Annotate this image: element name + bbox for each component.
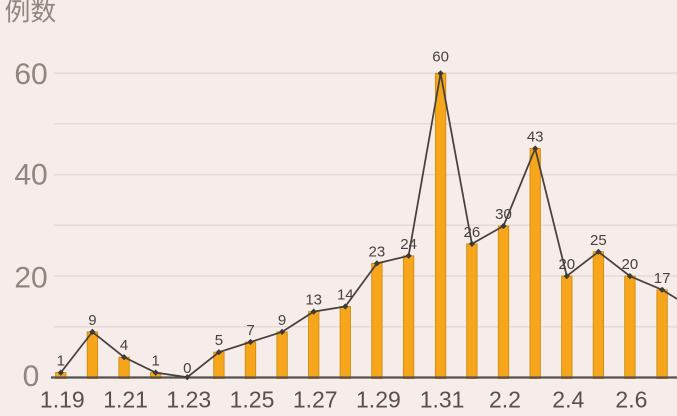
- svg-text:20: 20: [14, 261, 47, 294]
- svg-text:60: 60: [14, 58, 47, 91]
- svg-text:9: 9: [88, 312, 96, 329]
- svg-text:0: 0: [183, 360, 191, 377]
- svg-text:30: 30: [495, 206, 512, 223]
- svg-text:13: 13: [305, 292, 322, 309]
- svg-text:1.27: 1.27: [293, 387, 338, 413]
- svg-text:2.2: 2.2: [489, 387, 521, 413]
- svg-text:1.23: 1.23: [166, 387, 211, 413]
- svg-text:40: 40: [14, 159, 47, 192]
- svg-text:2.4: 2.4: [552, 387, 584, 413]
- svg-text:1: 1: [57, 353, 65, 370]
- svg-text:5: 5: [215, 332, 223, 349]
- svg-text:23: 23: [369, 243, 386, 260]
- svg-text:1.21: 1.21: [103, 387, 148, 413]
- svg-text:25: 25: [590, 232, 607, 249]
- svg-text:14: 14: [337, 287, 354, 304]
- svg-text:7: 7: [246, 322, 254, 339]
- svg-text:17: 17: [654, 270, 671, 287]
- svg-text:1.31: 1.31: [420, 387, 465, 413]
- svg-text:4: 4: [120, 337, 128, 354]
- svg-text:43: 43: [527, 129, 544, 146]
- svg-text:20: 20: [622, 256, 639, 273]
- svg-text:0: 0: [23, 360, 40, 393]
- svg-text:1.29: 1.29: [356, 387, 401, 413]
- svg-text:9: 9: [278, 312, 286, 329]
- svg-text:1.25: 1.25: [230, 387, 275, 413]
- svg-text:60: 60: [432, 48, 449, 65]
- svg-text:26: 26: [464, 224, 481, 241]
- svg-text:24: 24: [400, 236, 417, 253]
- svg-text:1: 1: [152, 353, 160, 370]
- svg-text:20: 20: [558, 256, 575, 273]
- svg-text:2.6: 2.6: [615, 387, 647, 413]
- svg-text:1.19: 1.19: [40, 387, 85, 413]
